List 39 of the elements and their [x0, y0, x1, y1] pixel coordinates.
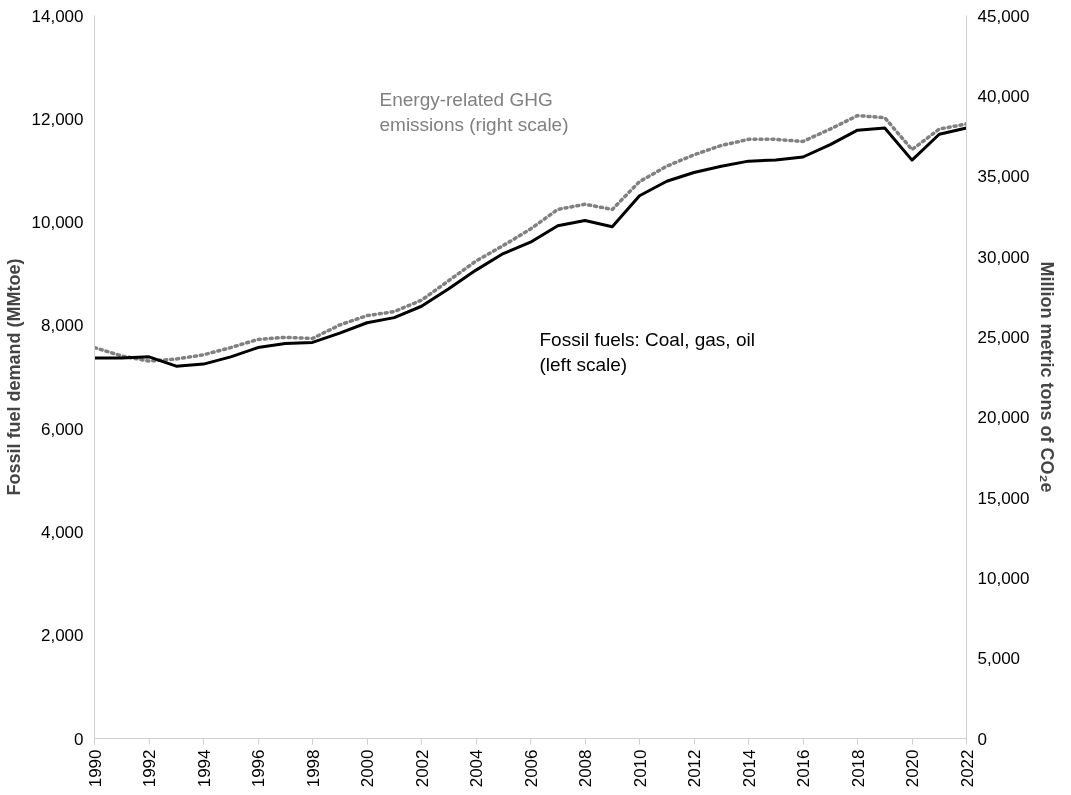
x-tick-label: 1990 [85, 749, 105, 788]
y-tick-label: 2,000 [40, 626, 84, 646]
y2-tick-label: 5,000 [977, 649, 1021, 669]
y2-tick-label: 25,000 [977, 327, 1030, 347]
x-tick-label: 2016 [794, 749, 813, 788]
x-tick-label: 2012 [685, 749, 704, 788]
x-tick-label: 2014 [739, 749, 759, 788]
y2-tick-label: 30,000 [977, 247, 1030, 267]
y-tick-label: 12,000 [31, 109, 84, 129]
y2-tick-label: 20,000 [977, 408, 1030, 428]
x-tick-label: 2018 [848, 749, 868, 788]
y-tick-label: 14,000 [31, 6, 84, 26]
y-tick-label: 6,000 [40, 419, 84, 439]
y2-tick-label: 10,000 [977, 568, 1030, 588]
x-tick-label: 2008 [576, 749, 595, 788]
text: Energy-related GHG emissions (right scale) [379, 88, 569, 135]
y-tick-label: 4,000 [40, 522, 84, 542]
x-tick-label: 2004 [467, 749, 486, 788]
text: Fossil fuels: Coal, gas, oil (left scale) [539, 328, 755, 375]
x-tick-label: 2000 [358, 749, 377, 788]
x-tick-label: 1998 [303, 749, 323, 788]
x-tick-label: 2020 [903, 749, 922, 788]
x-tick-label: 1996 [249, 749, 268, 788]
x-tick-label: 2010 [630, 749, 650, 788]
x-tick-label: 2002 [412, 749, 432, 788]
y-axis-title: Fossil fuel demand (MMtoe) [3, 258, 24, 496]
y2-tick-label: 15,000 [977, 488, 1030, 508]
x-tick-label: 2022 [957, 749, 977, 788]
y2-tick-label: 0 [977, 729, 987, 749]
y2-tick-label: 45,000 [977, 6, 1030, 26]
y2-tick-label: 40,000 [977, 86, 1030, 106]
x-tick-label: 1994 [194, 749, 214, 788]
y2-axis-title: Million metric tons of CO₂e [1037, 261, 1058, 493]
y-tick-label: 0 [74, 729, 84, 749]
y-tick-label: 10,000 [31, 213, 84, 233]
x-tick-label: 1992 [140, 749, 159, 788]
y2-tick-label: 35,000 [977, 167, 1030, 187]
y-tick-label: 8,000 [40, 316, 84, 336]
x-tick-label: 2006 [521, 749, 541, 788]
